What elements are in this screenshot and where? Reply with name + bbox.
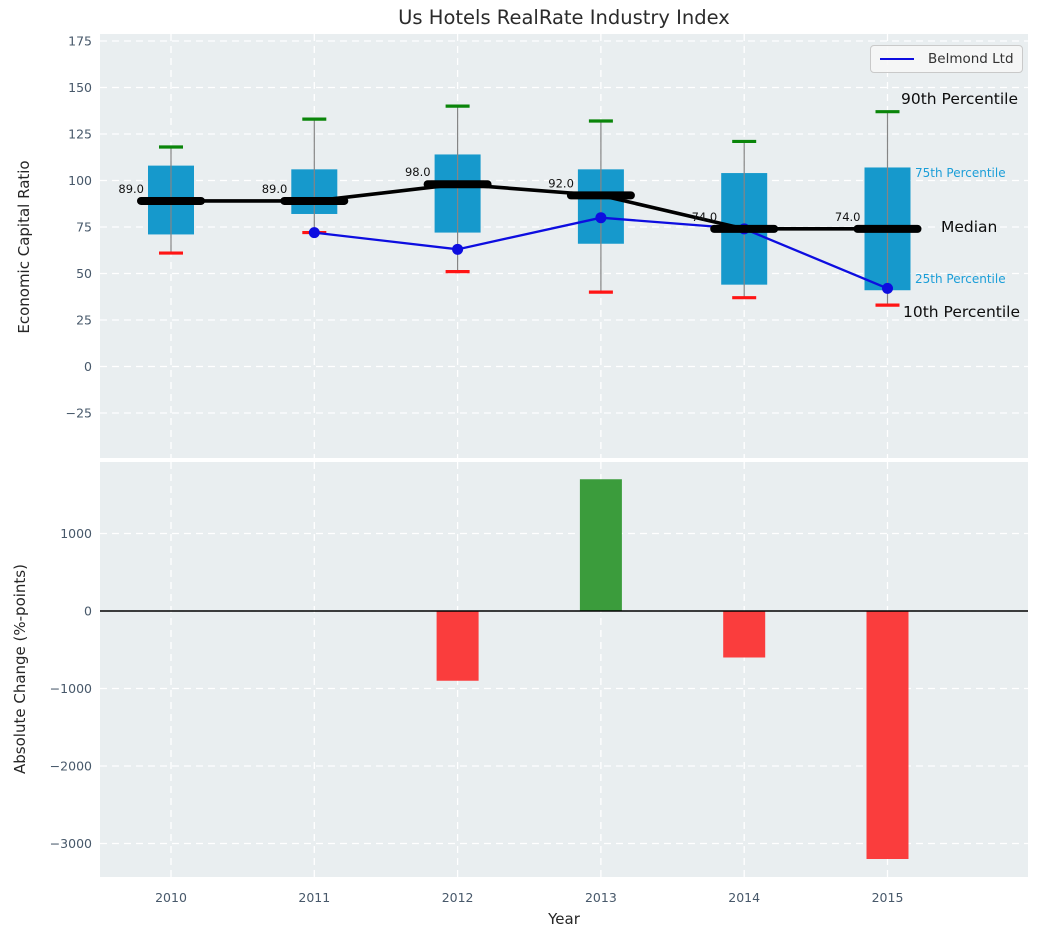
- change-bar: [436, 611, 479, 681]
- median-annotation: 89.0: [262, 182, 288, 196]
- label-90th-percentile: 90th Percentile: [901, 90, 1019, 108]
- x-tick-label: 2012: [442, 890, 474, 905]
- x-axis-label: Year: [548, 910, 580, 928]
- top-panel: 175 150 125 100 75 50 25 0 −25 89.0 89.0 98.0 92.0 74…: [66, 34, 1028, 458]
- legend: Belmond Ltd: [870, 45, 1023, 73]
- y-tick-label: −1000: [50, 681, 92, 696]
- change-bar: [866, 611, 909, 859]
- y-tick-label: 150: [68, 80, 92, 95]
- median-annotation: 89.0: [118, 182, 144, 196]
- bottom-panel: 1000 0 −1000 −2000 −3000 2010 2011 2012 2013 2014…: [50, 462, 1028, 905]
- y-tick-label: −3000: [50, 836, 92, 851]
- belmond-point: [882, 282, 893, 294]
- change-bar: [579, 479, 622, 611]
- belmond-point: [452, 243, 464, 255]
- label-10th-percentile: 10th Percentile: [903, 303, 1021, 321]
- belmond-point: [595, 212, 607, 224]
- y-tick-label: 175: [68, 34, 92, 49]
- median-annotation: 74.0: [835, 210, 861, 224]
- x-tick-label: 2015: [872, 890, 904, 905]
- chart-title: Us Hotels RealRate Industry Index: [398, 6, 730, 29]
- x-tick-label: 2014: [728, 890, 760, 905]
- x-tick-label: 2011: [298, 890, 330, 905]
- label-median: Median: [941, 218, 998, 236]
- median-annotation: 98.0: [405, 165, 431, 179]
- y-tick-label: −25: [66, 406, 92, 421]
- y-tick-label: 1000: [60, 526, 92, 541]
- y-tick-label: 0: [84, 359, 92, 374]
- y-tick-label: −2000: [50, 759, 92, 774]
- y-tick-label: 75: [76, 220, 92, 235]
- belmond-point: [308, 227, 320, 239]
- y-tick-label: 50: [76, 266, 92, 281]
- y-tick-label: 25: [76, 313, 92, 328]
- median-annotation: 92.0: [548, 176, 574, 190]
- legend-label: Belmond Ltd: [928, 51, 1014, 67]
- y-tick-label: 0: [84, 604, 92, 619]
- label-75th-percentile: 75th Percentile: [915, 166, 1006, 180]
- legend-line-icon: [880, 58, 914, 60]
- change-bar: [723, 611, 766, 658]
- x-tick-label: 2010: [155, 890, 187, 905]
- median-annotation: 74.0: [692, 210, 718, 224]
- label-25th-percentile: 25th Percentile: [915, 272, 1006, 286]
- x-tick-label: 2013: [585, 890, 617, 905]
- y-tick-label: 100: [68, 173, 92, 188]
- y-tick-label: 125: [68, 127, 92, 142]
